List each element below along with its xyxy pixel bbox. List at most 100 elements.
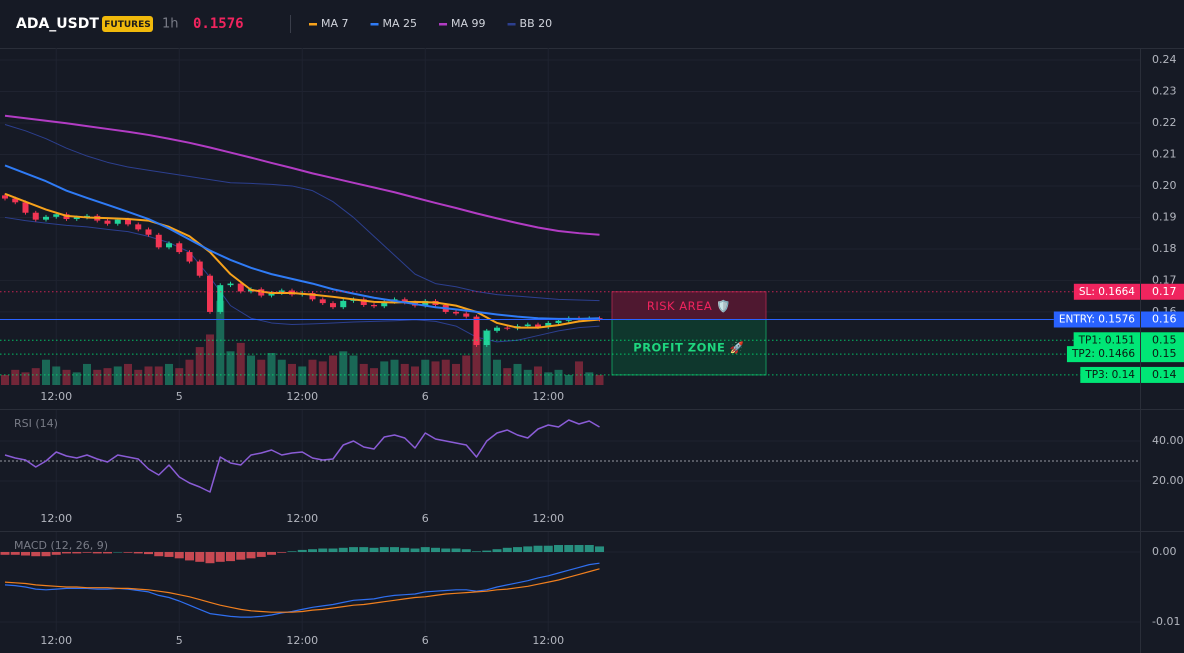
- macd-histogram-bar: [349, 547, 359, 553]
- candle-body: [381, 301, 388, 307]
- volume-bar: [134, 369, 143, 385]
- candle-body: [330, 303, 337, 308]
- macd-histogram-bar: [543, 545, 553, 553]
- macd-histogram-bar: [164, 552, 174, 557]
- legend-swatch: [507, 23, 516, 26]
- macd-histogram-bar: [390, 547, 400, 553]
- macd-histogram-bar: [554, 545, 564, 553]
- y-tick-label: 0.18: [1152, 242, 1177, 255]
- macd-histogram-bar: [451, 548, 461, 553]
- macd-histogram-bar: [277, 552, 287, 553]
- macd-line: [4, 562, 600, 618]
- volume-bar: [93, 369, 102, 385]
- candle-body: [319, 299, 326, 304]
- legend-label: MA 25: [383, 17, 418, 30]
- level-label-box: [1073, 283, 1140, 300]
- candle-body: [145, 229, 152, 235]
- macd-histogram-bar: [185, 552, 195, 561]
- volume-bar: [359, 363, 368, 385]
- y-tick-label: 0.17: [1152, 273, 1177, 286]
- volume-bar: [195, 347, 204, 385]
- volume-bar: [62, 369, 71, 385]
- y-tick-label: 0.24: [1152, 53, 1177, 66]
- volume-bar: [595, 374, 604, 385]
- volume-bar: [493, 359, 502, 385]
- macd-histogram-bar: [113, 552, 123, 553]
- volume-bar: [441, 359, 450, 385]
- macd-histogram-bar: [461, 549, 471, 553]
- candle-body: [473, 316, 480, 346]
- macd-histogram-bar: [369, 547, 379, 553]
- profit-zone: [611, 318, 767, 376]
- macd-histogram-bar: [31, 552, 41, 557]
- x-tick-label: 5: [176, 512, 183, 525]
- candle-body: [125, 219, 132, 225]
- y-tick-label: 0.20: [1152, 179, 1177, 192]
- macd-histogram-bar: [400, 547, 410, 553]
- risk-zone-label: RISK AREA 🛡️: [647, 299, 731, 313]
- macd-histogram-bar: [297, 549, 307, 553]
- macd-histogram-bar: [595, 546, 605, 553]
- y-tick-label: 0.23: [1152, 84, 1177, 97]
- macd-histogram-bar: [92, 552, 102, 554]
- volume-bar: [21, 372, 30, 385]
- macd-histogram-bar: [174, 552, 184, 559]
- macd-histogram-bar: [338, 547, 348, 553]
- volume-bar: [113, 366, 122, 385]
- price-axis-label: 0.15: [1152, 333, 1177, 346]
- candle-body: [114, 219, 121, 224]
- legend-label: BB 20: [520, 17, 553, 30]
- volume-bar: [216, 300, 225, 385]
- candle-body: [237, 283, 244, 292]
- y-tick-label: -0.01: [1152, 615, 1180, 628]
- interval[interactable]: 1h: [162, 17, 179, 32]
- volume-bar: [52, 366, 61, 385]
- candle-body: [371, 305, 378, 307]
- candle-body: [2, 195, 9, 199]
- volume-bar: [329, 355, 338, 385]
- volume-bar: [277, 359, 286, 385]
- volume-bar: [298, 366, 307, 385]
- candle-body: [166, 243, 173, 248]
- x-tick-label: 5: [176, 634, 183, 647]
- candle-body: [463, 313, 470, 317]
- x-tick-label: 12:00: [286, 390, 318, 403]
- volume-bar: [185, 359, 194, 385]
- macd-histogram-bar: [205, 552, 215, 564]
- macd-histogram-bar: [513, 547, 523, 553]
- level-label-box: [1080, 366, 1140, 383]
- candle-body: [217, 285, 224, 312]
- candle-body: [278, 290, 285, 294]
- macd-histogram-bar: [267, 552, 277, 555]
- macd-histogram-bar: [379, 547, 389, 553]
- x-tick-label: 12:00: [532, 390, 564, 403]
- x-tick-label: 12:00: [286, 634, 318, 647]
- marks-layer: [0, 114, 605, 618]
- level-label: TP3: 0.14: [1084, 369, 1135, 381]
- candle-body: [227, 283, 234, 286]
- candle-body: [135, 224, 142, 230]
- macd-histogram-bar: [10, 552, 20, 555]
- volume-bar: [1, 374, 10, 385]
- volume-bar: [380, 361, 389, 385]
- volume-bar: [31, 368, 40, 385]
- price-axis-label: 0.16: [1152, 312, 1177, 325]
- candle-body: [453, 311, 460, 314]
- volume-bar: [144, 366, 153, 385]
- badge: FUTURES: [104, 20, 150, 30]
- legend-swatch: [439, 23, 448, 26]
- volume-bar: [513, 363, 522, 385]
- macd-histogram-bar: [574, 545, 584, 553]
- volume-bar: [339, 351, 348, 385]
- level-label: TP2: 0.1466: [1071, 348, 1135, 360]
- volume-bar: [564, 374, 573, 385]
- volume-bar: [431, 361, 440, 385]
- candle-body: [535, 324, 542, 328]
- macd-histogram-bar: [215, 552, 225, 562]
- symbol[interactable]: ADA_USDT: [16, 16, 99, 32]
- macd-histogram-bar: [144, 552, 154, 555]
- candle-body: [555, 320, 562, 323]
- y-tick-label: 20.00: [1152, 474, 1184, 487]
- level-label: TP1: 0.151: [1078, 334, 1135, 346]
- candle-body: [504, 327, 511, 329]
